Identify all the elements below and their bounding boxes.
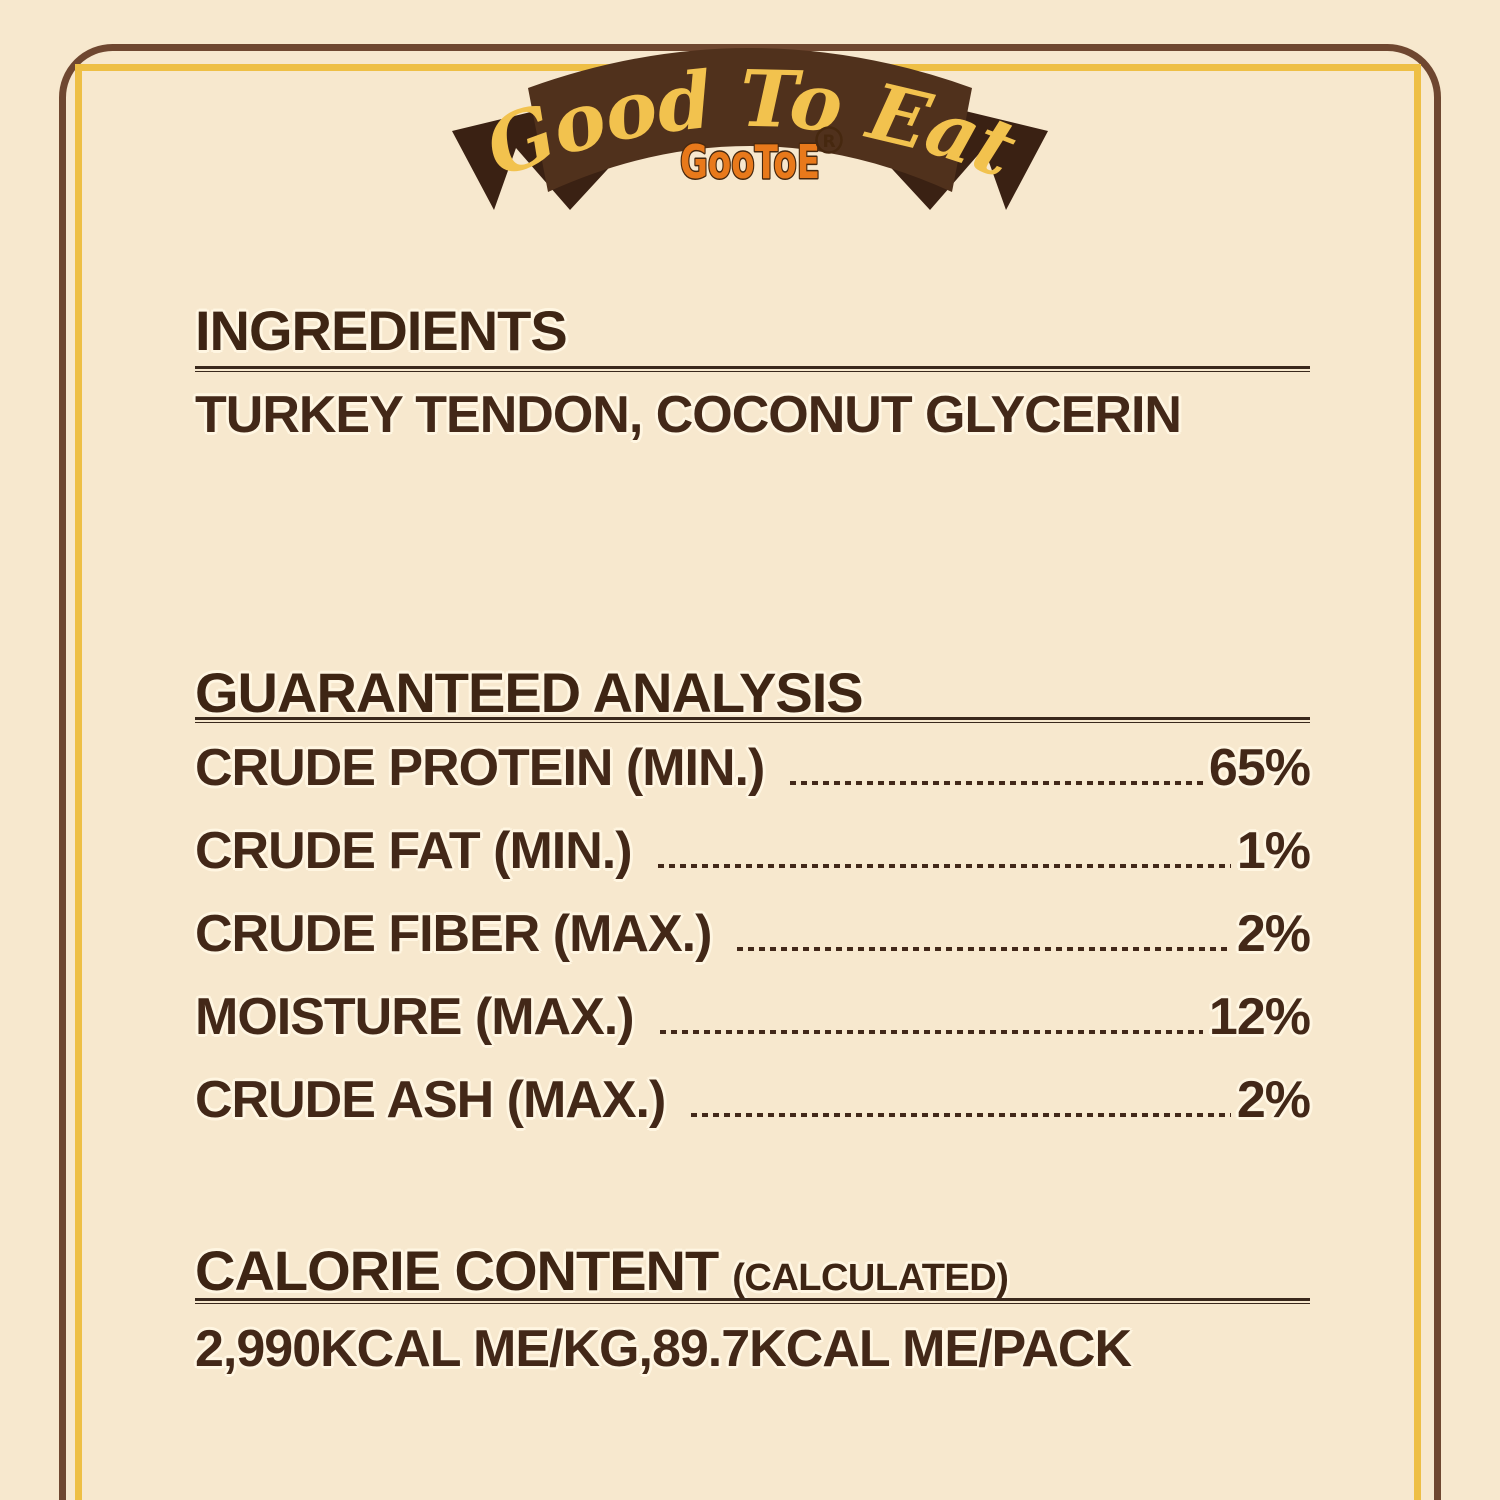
ribbon-band <box>528 48 972 192</box>
ingredients-text: TURKEY TENDON, COCONUT GLYCERIN <box>195 386 1182 444</box>
analysis-label: CRUDE PROTEIN (MIN.) <box>195 739 765 797</box>
dotted-leader <box>657 864 1231 868</box>
brand-logo-text: GooToE <box>680 135 820 189</box>
analysis-row-crude-fat: CRUDE FAT (MIN.) 1% <box>195 822 1311 882</box>
ingredients-heading: INGREDIENTS <box>195 299 568 362</box>
svg-text:R: R <box>822 132 835 152</box>
ingredients-rule <box>195 366 1310 372</box>
analysis-label: CRUDE FAT (MIN.) <box>195 822 633 880</box>
analysis-value: 2% <box>1236 1071 1311 1129</box>
analysis-value: 12% <box>1208 988 1311 1046</box>
label-content: INGREDIENTS TURKEY TENDON, COCONUT GLYCE… <box>195 0 1311 1500</box>
analysis-row-moisture: MOISTURE (MAX.) 12% <box>195 988 1311 1048</box>
analysis-label: MOISTURE (MAX.) <box>195 988 635 1046</box>
dotted-leader <box>790 781 1203 785</box>
dotted-leader <box>691 1113 1231 1117</box>
calorie-content-heading-sub: (CALCULATED) <box>732 1257 1009 1299</box>
dotted-leader <box>737 947 1231 951</box>
analysis-label: CRUDE FIBER (MAX.) <box>195 905 712 963</box>
analysis-value: 1% <box>1236 822 1311 880</box>
analysis-row-crude-protein: CRUDE PROTEIN (MIN.) 65% <box>195 739 1311 799</box>
calorie-content-text: 2,990KCAL ME/KG,89.7KCAL ME/PACK <box>195 1320 1132 1378</box>
analysis-value: 65% <box>1208 739 1311 797</box>
guaranteed-analysis-heading: GUARANTEED ANALYSIS <box>195 661 864 724</box>
registered-trademark-icon: R <box>815 126 843 154</box>
guaranteed-analysis-rule <box>195 717 1310 723</box>
calorie-content-rule <box>195 1298 1310 1304</box>
dotted-leader <box>659 1030 1203 1034</box>
analysis-row-crude-fiber: CRUDE FIBER (MAX.) 2% <box>195 905 1311 965</box>
analysis-label: CRUDE ASH (MAX.) <box>195 1071 666 1129</box>
frame-brown-border <box>59 44 1441 1500</box>
calorie-content-heading-main: CALORIE CONTENT <box>195 1239 719 1302</box>
analysis-value: 2% <box>1236 905 1311 963</box>
calorie-content-heading: CALORIE CONTENT (CALCULATED) <box>195 1239 1009 1302</box>
ribbon-banner: Good To Eat GooToE R <box>452 48 1048 210</box>
analysis-row-crude-ash: CRUDE ASH (MAX.) 2% <box>195 1071 1311 1131</box>
